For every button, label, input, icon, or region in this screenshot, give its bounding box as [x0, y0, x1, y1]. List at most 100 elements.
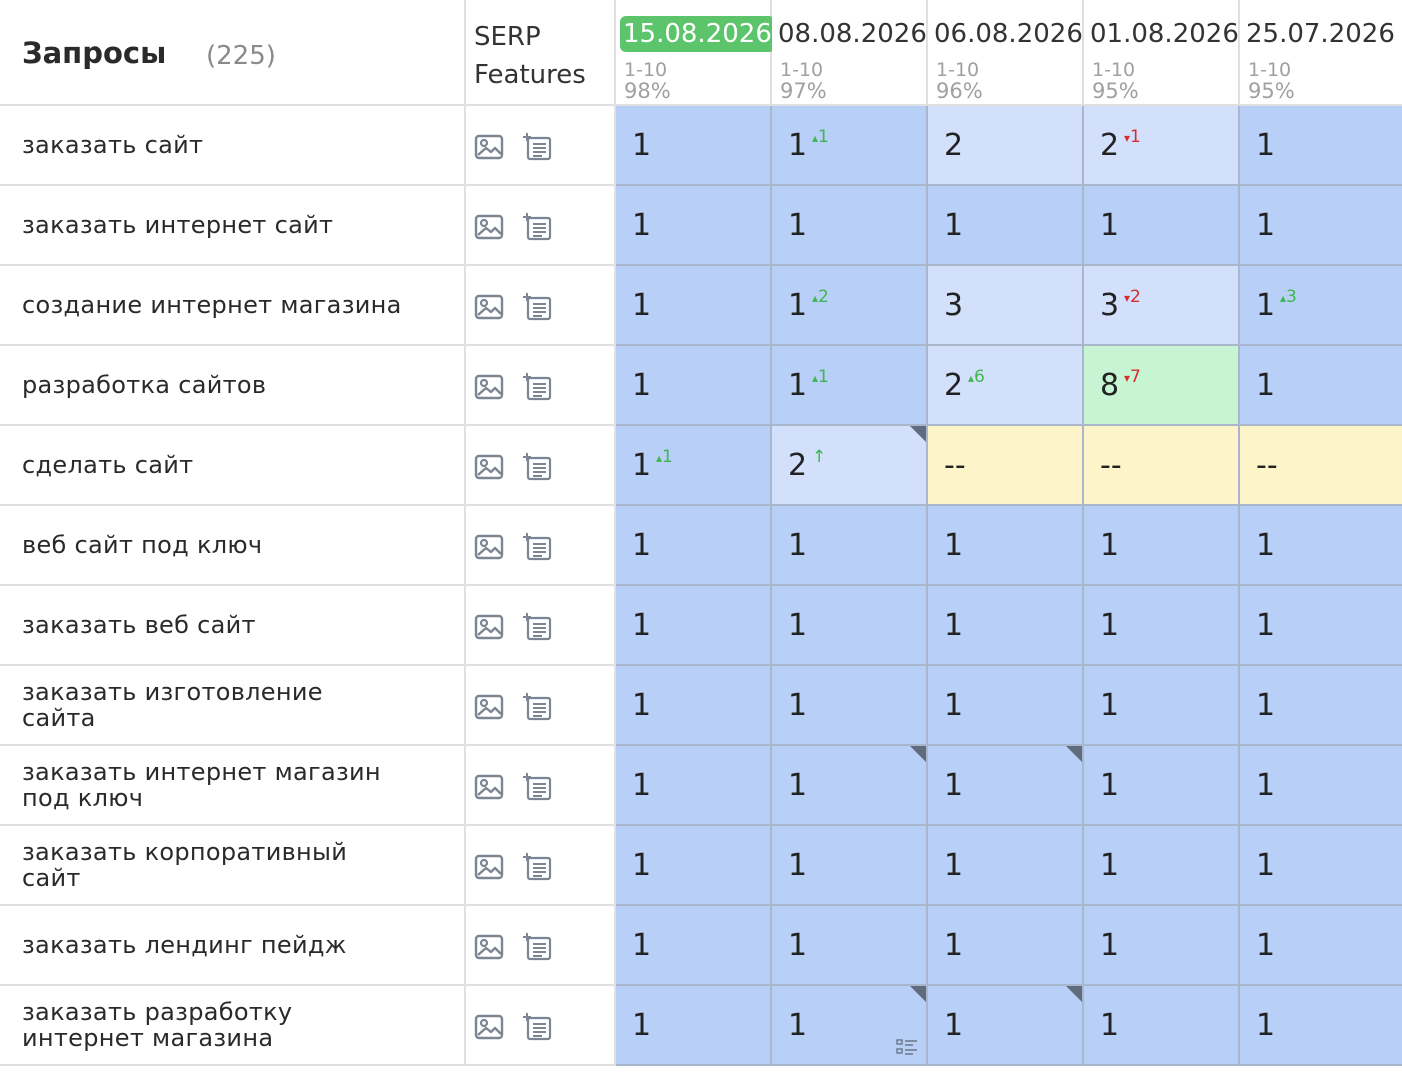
featured-snippet-icon[interactable]: [522, 452, 552, 482]
position-cell[interactable]: 1: [1240, 186, 1402, 266]
date-column-header[interactable]: 08.08.2026 1-10 97%: [772, 0, 928, 106]
position-cell[interactable]: 1: [1084, 746, 1240, 826]
position-cell[interactable]: --: [1084, 426, 1240, 506]
position-cell[interactable]: 8 ▾7: [1084, 346, 1240, 426]
comment-corner-icon[interactable]: [1066, 746, 1082, 762]
position-cell[interactable]: 1: [1084, 986, 1240, 1066]
position-cell[interactable]: 1: [616, 106, 772, 186]
query-row[interactable]: заказать лендинг пейдж: [0, 906, 466, 986]
date-column-header[interactable]: 06.08.2026 1-10 96%: [928, 0, 1084, 106]
position-cell[interactable]: 1 ▴1: [772, 346, 928, 426]
position-cell[interactable]: 1: [616, 986, 772, 1066]
position-cell[interactable]: 1: [1084, 906, 1240, 986]
position-cell[interactable]: 1: [772, 746, 928, 826]
comment-corner-icon[interactable]: [910, 986, 926, 1002]
position-cell[interactable]: 1: [772, 826, 928, 906]
featured-snippet-icon[interactable]: [522, 692, 552, 722]
list-icon[interactable]: [896, 1038, 918, 1056]
comment-corner-icon[interactable]: [910, 746, 926, 762]
image-icon[interactable]: [474, 452, 504, 482]
position-cell[interactable]: 1: [1084, 666, 1240, 746]
position-cell[interactable]: 1: [1240, 986, 1402, 1066]
position-cell[interactable]: 1: [616, 506, 772, 586]
image-icon[interactable]: [474, 772, 504, 802]
position-cell[interactable]: 1: [1084, 506, 1240, 586]
query-row[interactable]: заказать корпоративный сайт: [0, 826, 466, 906]
position-cell[interactable]: 3: [928, 266, 1084, 346]
image-icon[interactable]: [474, 132, 504, 162]
position-cell[interactable]: 1: [1240, 506, 1402, 586]
query-row[interactable]: заказать веб сайт: [0, 586, 466, 666]
position-cell[interactable]: 1 ▴1: [772, 106, 928, 186]
query-row[interactable]: создание интернет магазина: [0, 266, 466, 346]
position-cell[interactable]: --: [1240, 426, 1402, 506]
position-cell[interactable]: 1: [1240, 346, 1402, 426]
position-cell[interactable]: 1: [1240, 906, 1402, 986]
featured-snippet-icon[interactable]: [522, 372, 552, 402]
position-cell[interactable]: 1 ▴1: [616, 426, 772, 506]
query-row[interactable]: разработка сайтов: [0, 346, 466, 426]
position-cell[interactable]: 1: [772, 586, 928, 666]
position-cell[interactable]: 1: [1240, 666, 1402, 746]
image-icon[interactable]: [474, 852, 504, 882]
featured-snippet-icon[interactable]: [522, 132, 552, 162]
comment-corner-icon[interactable]: [1066, 986, 1082, 1002]
featured-snippet-icon[interactable]: [522, 212, 552, 242]
position-cell[interactable]: 1: [616, 186, 772, 266]
position-cell[interactable]: 1: [928, 986, 1084, 1066]
position-cell[interactable]: 1: [1240, 106, 1402, 186]
featured-snippet-icon[interactable]: [522, 772, 552, 802]
queries-column-header[interactable]: Запросы (225): [0, 0, 466, 106]
position-cell[interactable]: 2 ▾1: [1084, 106, 1240, 186]
featured-snippet-icon[interactable]: [522, 932, 552, 962]
position-cell[interactable]: 1: [772, 906, 928, 986]
query-row[interactable]: веб сайт под ключ: [0, 506, 466, 586]
image-icon[interactable]: [474, 212, 504, 242]
position-cell[interactable]: 1: [1084, 186, 1240, 266]
image-icon[interactable]: [474, 692, 504, 722]
position-cell[interactable]: 1: [616, 826, 772, 906]
featured-snippet-icon[interactable]: [522, 852, 552, 882]
image-icon[interactable]: [474, 532, 504, 562]
query-row[interactable]: заказать интернет сайт: [0, 186, 466, 266]
position-cell[interactable]: 1: [1240, 746, 1402, 826]
position-cell[interactable]: 1: [616, 586, 772, 666]
position-cell[interactable]: 1: [772, 506, 928, 586]
image-icon[interactable]: [474, 932, 504, 962]
position-cell[interactable]: 1: [772, 666, 928, 746]
position-cell[interactable]: 1: [616, 906, 772, 986]
position-cell[interactable]: 2: [928, 106, 1084, 186]
image-icon[interactable]: [474, 612, 504, 642]
date-column-header[interactable]: 01.08.2026 1-10 95%: [1084, 0, 1240, 106]
featured-snippet-icon[interactable]: [522, 612, 552, 642]
position-cell[interactable]: 1: [1240, 586, 1402, 666]
date-column-header[interactable]: 25.07.2026 1-10 95%: [1240, 0, 1402, 106]
query-row[interactable]: заказать изготовление сайта: [0, 666, 466, 746]
position-cell[interactable]: 1 ▴2: [772, 266, 928, 346]
query-row[interactable]: заказать интернет магазин под ключ: [0, 746, 466, 826]
position-cell[interactable]: 1: [1240, 826, 1402, 906]
image-icon[interactable]: [474, 292, 504, 322]
featured-snippet-icon[interactable]: [522, 532, 552, 562]
position-cell[interactable]: 1: [928, 586, 1084, 666]
position-cell[interactable]: 1 ▴3: [1240, 266, 1402, 346]
position-cell[interactable]: 1: [772, 986, 928, 1066]
featured-snippet-icon[interactable]: [522, 1012, 552, 1042]
position-cell[interactable]: 3 ▾2: [1084, 266, 1240, 346]
query-row[interactable]: заказать разработку интернет магазина: [0, 986, 466, 1066]
position-cell[interactable]: 1: [616, 666, 772, 746]
image-icon[interactable]: [474, 372, 504, 402]
position-cell[interactable]: 1: [1084, 586, 1240, 666]
position-cell[interactable]: 1: [616, 746, 772, 826]
position-cell[interactable]: 2 ↑: [772, 426, 928, 506]
position-cell[interactable]: 1: [928, 666, 1084, 746]
featured-snippet-icon[interactable]: [522, 292, 552, 322]
query-row[interactable]: сделать сайт: [0, 426, 466, 506]
position-cell[interactable]: 1: [1084, 826, 1240, 906]
position-cell[interactable]: 1: [616, 346, 772, 426]
position-cell[interactable]: --: [928, 426, 1084, 506]
position-cell[interactable]: 1: [928, 186, 1084, 266]
position-cell[interactable]: 1: [928, 826, 1084, 906]
image-icon[interactable]: [474, 1012, 504, 1042]
position-cell[interactable]: 1: [616, 266, 772, 346]
